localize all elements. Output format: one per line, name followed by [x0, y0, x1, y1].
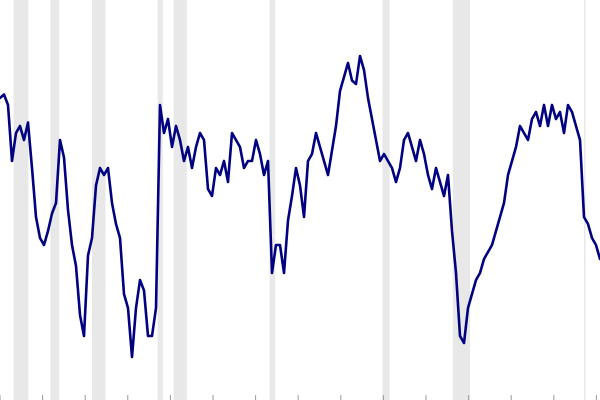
series-line-0	[0, 54, 600, 359]
shaded-bands	[13, 0, 586, 400]
x-axis-ticks	[0, 395, 597, 400]
shaded-band-8	[584, 0, 586, 400]
shaded-band-3	[157, 0, 163, 400]
shaded-band-0	[13, 0, 29, 400]
shaded-band-6	[382, 0, 390, 400]
shaded-band-2	[92, 0, 106, 400]
shaded-band-1	[50, 0, 60, 400]
series-layer	[0, 54, 600, 359]
shaded-band-5	[269, 0, 276, 400]
shaded-band-4	[173, 0, 187, 400]
